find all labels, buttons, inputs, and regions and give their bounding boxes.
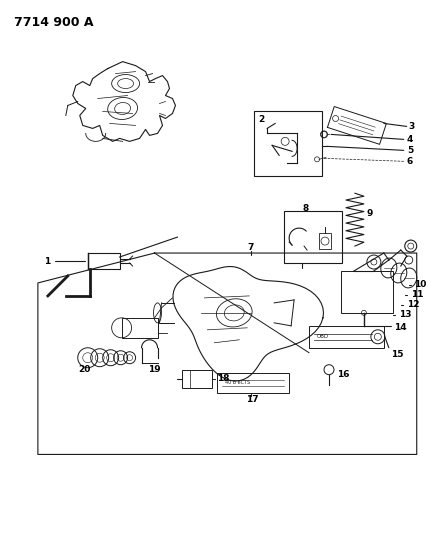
- Text: 40 B eCTS: 40 B eCTS: [225, 380, 250, 385]
- Bar: [319, 233, 331, 249]
- Bar: [341, 271, 393, 313]
- Text: 18: 18: [217, 374, 230, 383]
- Text: OBD: OBD: [317, 334, 329, 340]
- Text: 4: 4: [407, 135, 413, 144]
- Text: 1: 1: [44, 256, 50, 265]
- Text: 13: 13: [399, 310, 411, 319]
- Text: 3: 3: [409, 122, 415, 131]
- Text: 14: 14: [394, 324, 407, 332]
- Text: 10: 10: [414, 280, 426, 289]
- Text: 6: 6: [407, 157, 413, 166]
- Bar: [309, 326, 384, 348]
- Bar: [284, 211, 342, 263]
- Text: 17: 17: [246, 395, 259, 404]
- Bar: [182, 370, 212, 387]
- Text: 9: 9: [367, 208, 373, 217]
- Text: 16: 16: [337, 370, 350, 379]
- Text: 11: 11: [411, 290, 423, 300]
- Text: 8: 8: [302, 204, 308, 213]
- Text: 5: 5: [407, 146, 413, 155]
- Text: 7714 900 A: 7714 900 A: [14, 16, 93, 29]
- Bar: [254, 111, 322, 176]
- Text: 7: 7: [247, 243, 254, 252]
- Bar: [217, 373, 289, 393]
- Text: 2: 2: [258, 116, 265, 125]
- Text: 15: 15: [391, 350, 403, 359]
- Text: 12: 12: [407, 301, 419, 309]
- Bar: [122, 318, 158, 338]
- Bar: [88, 253, 120, 269]
- Text: 19: 19: [148, 365, 160, 374]
- Text: 20: 20: [78, 365, 90, 374]
